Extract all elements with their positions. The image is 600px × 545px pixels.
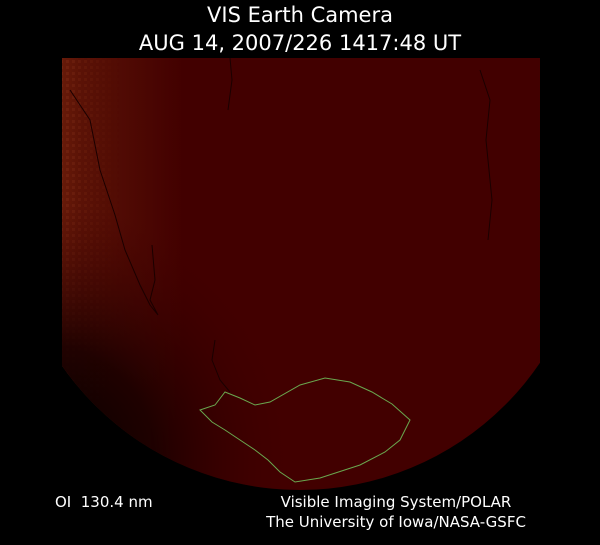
earth-disc bbox=[62, 58, 540, 490]
credit-line: Visible Imaging System/POLAR bbox=[281, 493, 512, 511]
title: VIS Earth Camera bbox=[207, 3, 393, 27]
filter-label: OI 130.4 nm bbox=[55, 493, 153, 511]
coastlines bbox=[69, 58, 493, 393]
antarctica-outline bbox=[199, 377, 411, 483]
timestamp: AUG 14, 2007/226 1417:48 UT bbox=[139, 31, 461, 55]
credit-line: The University of Iowa/NASA-GSFC bbox=[265, 513, 526, 531]
